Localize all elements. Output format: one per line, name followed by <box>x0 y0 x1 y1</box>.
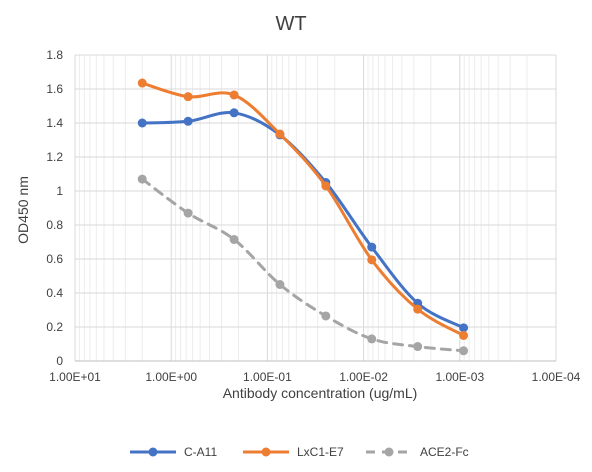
y-tick-label: 1.6 <box>46 82 63 96</box>
data-point <box>137 174 147 184</box>
legend-label: C-A11 <box>184 445 217 459</box>
x-tick-label: 1.00E-02 <box>339 370 388 384</box>
legend-label: ACE2-Fc <box>420 445 469 459</box>
data-point <box>367 334 377 344</box>
series-lines <box>137 78 469 356</box>
data-point <box>275 129 285 139</box>
chart-title: WT <box>275 13 306 35</box>
x-tick-label: 1.00E-04 <box>532 370 581 384</box>
data-point <box>459 331 469 340</box>
grid <box>74 54 557 362</box>
data-point <box>137 78 147 88</box>
data-point <box>229 90 239 100</box>
data-point <box>137 118 147 128</box>
y-tick-label: 1.8 <box>46 48 63 62</box>
series-line <box>140 110 466 330</box>
data-point <box>459 323 469 333</box>
data-point <box>321 311 331 321</box>
legend-swatch-marker <box>384 447 394 457</box>
y-tick-label: 1.4 <box>46 116 63 130</box>
data-point <box>229 108 239 118</box>
y-tick-label: 0.8 <box>46 218 63 232</box>
data-point <box>367 242 377 252</box>
x-tick-label: 1.00E+01 <box>49 370 101 384</box>
data-point <box>275 280 285 289</box>
data-point <box>413 342 423 352</box>
data-point <box>321 181 331 191</box>
series-line <box>140 81 466 337</box>
x-tick-label: 1.00E-03 <box>435 370 484 384</box>
y-tick-label: 0 <box>56 354 63 368</box>
data-point <box>459 346 469 356</box>
x-tick-label: 1.00E-01 <box>243 370 292 384</box>
data-point <box>367 255 377 265</box>
legend-swatch-marker <box>261 447 271 457</box>
data-point <box>183 208 193 218</box>
y-tick-label: 0.2 <box>46 320 63 334</box>
legend: C-A11 LxC1-E7 ACE2-Fc <box>130 445 469 459</box>
y-tick-label: 0.6 <box>46 252 63 266</box>
legend-label: LxC1-E7 <box>297 445 344 459</box>
x-tick-labels: 1.00E+01 1.00E+00 1.00E-01 1.00E-02 1.00E-03… <box>49 370 581 384</box>
x-axis-label: Antibody concentration (ug/mL) <box>223 385 418 401</box>
y-axis-label: OD450 nm <box>15 176 31 244</box>
data-point <box>183 92 193 102</box>
x-tick-label: 1.00E+00 <box>145 370 197 384</box>
y-tick-label: 1 <box>56 184 63 198</box>
y-tick-label: 1.2 <box>46 150 63 164</box>
data-point <box>183 116 193 126</box>
y-tick-label: 0.4 <box>46 286 63 300</box>
series-lxc1-e7 <box>137 78 469 340</box>
y-tick-labels: 0 0.2 0.4 0.6 0.8 1 1.2 1.4 1.6 1.8 <box>46 48 63 368</box>
series-ace2-fc <box>137 174 469 356</box>
data-point <box>229 234 239 244</box>
data-point <box>413 304 423 314</box>
series-line <box>140 177 466 353</box>
series-c-a11 <box>137 108 469 333</box>
legend-swatch-marker <box>148 447 158 457</box>
